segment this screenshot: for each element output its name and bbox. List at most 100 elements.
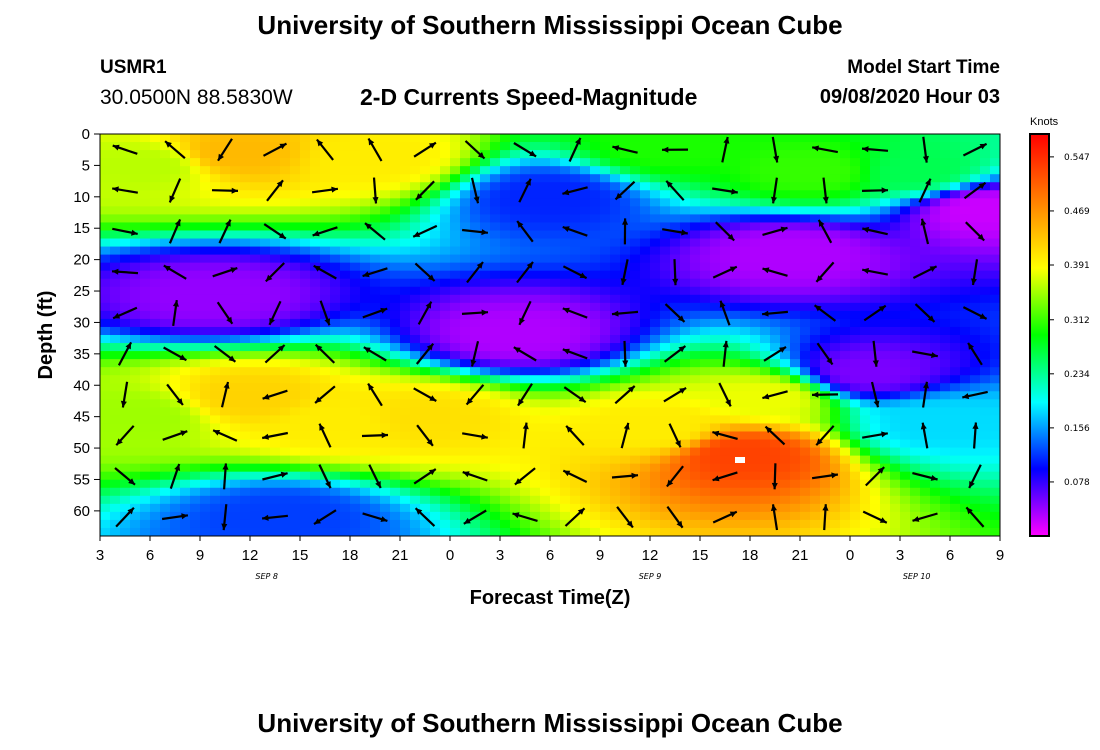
heatmap-cell — [180, 471, 191, 481]
heatmap-cell — [410, 367, 421, 376]
current-arrow — [712, 430, 738, 440]
heatmap-cell — [160, 391, 171, 400]
heatmap-cell — [950, 447, 961, 457]
current-arrow — [813, 304, 837, 322]
heatmap-cell — [450, 262, 461, 272]
heatmap-cell — [440, 198, 451, 207]
heatmap-cell — [310, 423, 321, 433]
heatmap-cell — [970, 246, 981, 256]
heatmap-cell — [750, 383, 761, 392]
heatmap-cell — [590, 351, 601, 360]
heatmap-cell — [430, 479, 441, 489]
heatmap-cell — [690, 198, 701, 207]
heatmap-cell — [130, 431, 141, 441]
heatmap-cell — [420, 198, 431, 207]
heatmap-cell — [660, 206, 671, 215]
heatmap-cell — [610, 431, 621, 441]
heatmap-cell — [380, 230, 391, 240]
heatmap-cell — [530, 463, 541, 473]
heatmap-cell — [300, 262, 311, 272]
heatmap-cell — [750, 367, 761, 376]
heatmap-cell — [470, 238, 481, 248]
heatmap-cell — [570, 383, 581, 392]
heatmap-cell — [210, 383, 221, 392]
heatmap-cell — [150, 503, 161, 513]
heatmap-cell — [150, 278, 161, 288]
heatmap-cell — [540, 134, 551, 143]
heatmap-cell — [360, 246, 371, 256]
heatmap-cell — [240, 230, 251, 240]
heatmap-cell — [880, 238, 891, 248]
heatmap-cell — [370, 527, 381, 536]
heatmap-cell — [880, 455, 891, 465]
heatmap-cell — [790, 343, 801, 352]
heatmap-cell — [170, 158, 181, 167]
heatmap-cell — [930, 431, 941, 441]
heatmap-cell — [210, 230, 221, 240]
heatmap-cell — [350, 142, 361, 151]
heatmap-cell — [420, 447, 431, 457]
heatmap-cell — [580, 294, 591, 304]
heatmap-cell — [960, 190, 971, 199]
heatmap-cell — [450, 455, 461, 465]
heatmap-cell — [790, 286, 801, 296]
heatmap-cell — [210, 423, 221, 433]
heatmap-cell — [840, 254, 851, 264]
heatmap-cell — [590, 286, 601, 296]
heatmap-cell — [380, 270, 391, 280]
heatmap-cell — [500, 270, 511, 280]
heatmap-cell — [660, 278, 671, 288]
heatmap-cell — [940, 439, 951, 449]
heatmap-cell — [530, 230, 541, 240]
heatmap-cell — [350, 415, 361, 425]
heatmap-cell — [890, 278, 901, 288]
heatmap-cell — [110, 174, 121, 183]
heatmap-cell — [860, 238, 871, 248]
current-arrow — [612, 145, 638, 154]
heatmap-cell — [830, 254, 841, 264]
heatmap-cell — [560, 343, 571, 352]
heatmap-cell — [290, 479, 301, 489]
heatmap-cell — [800, 190, 811, 199]
heatmap-cell — [750, 302, 761, 312]
heatmap-cell — [570, 479, 581, 489]
heatmap-cell — [640, 343, 651, 352]
heatmap-cell — [370, 447, 381, 457]
heatmap-cell — [310, 286, 321, 296]
heatmap-cell — [730, 222, 741, 232]
heatmap-cell — [920, 326, 931, 336]
heatmap-cell — [380, 343, 391, 352]
heatmap-cell — [620, 495, 631, 505]
heatmap-cell — [470, 359, 481, 368]
heatmap-cell — [980, 198, 991, 207]
heatmap-cell — [510, 447, 521, 457]
heatmap-cell — [290, 246, 301, 256]
heatmap-cell — [410, 222, 421, 232]
heatmap-cell — [260, 318, 271, 328]
heatmap-cell — [980, 294, 991, 304]
heatmap-cell — [280, 439, 291, 449]
heatmap-cell — [910, 206, 921, 215]
heatmap-cell — [750, 310, 761, 320]
heatmap-cell — [440, 399, 451, 408]
heatmap-cell — [680, 375, 691, 384]
current-arrow — [965, 506, 985, 528]
heatmap-cell — [440, 479, 451, 489]
heatmap-cell — [990, 511, 1000, 521]
heatmap-cell — [740, 182, 751, 191]
heatmap-cell — [170, 198, 181, 207]
heatmap-cell — [250, 407, 261, 416]
heatmap-cell — [880, 367, 891, 376]
heatmap-cell — [320, 198, 331, 207]
heatmap-cell — [490, 190, 501, 199]
heatmap-cell — [200, 383, 211, 392]
current-arrow — [771, 177, 778, 204]
heatmap-cell — [250, 511, 261, 521]
heatmap-cell — [580, 423, 591, 433]
heatmap-cell — [420, 278, 431, 288]
heatmap-cell — [950, 134, 961, 143]
heatmap-cell — [970, 407, 981, 416]
heatmap-cell — [350, 206, 361, 215]
heatmap-cell — [260, 214, 271, 224]
heatmap-cell — [120, 302, 131, 312]
